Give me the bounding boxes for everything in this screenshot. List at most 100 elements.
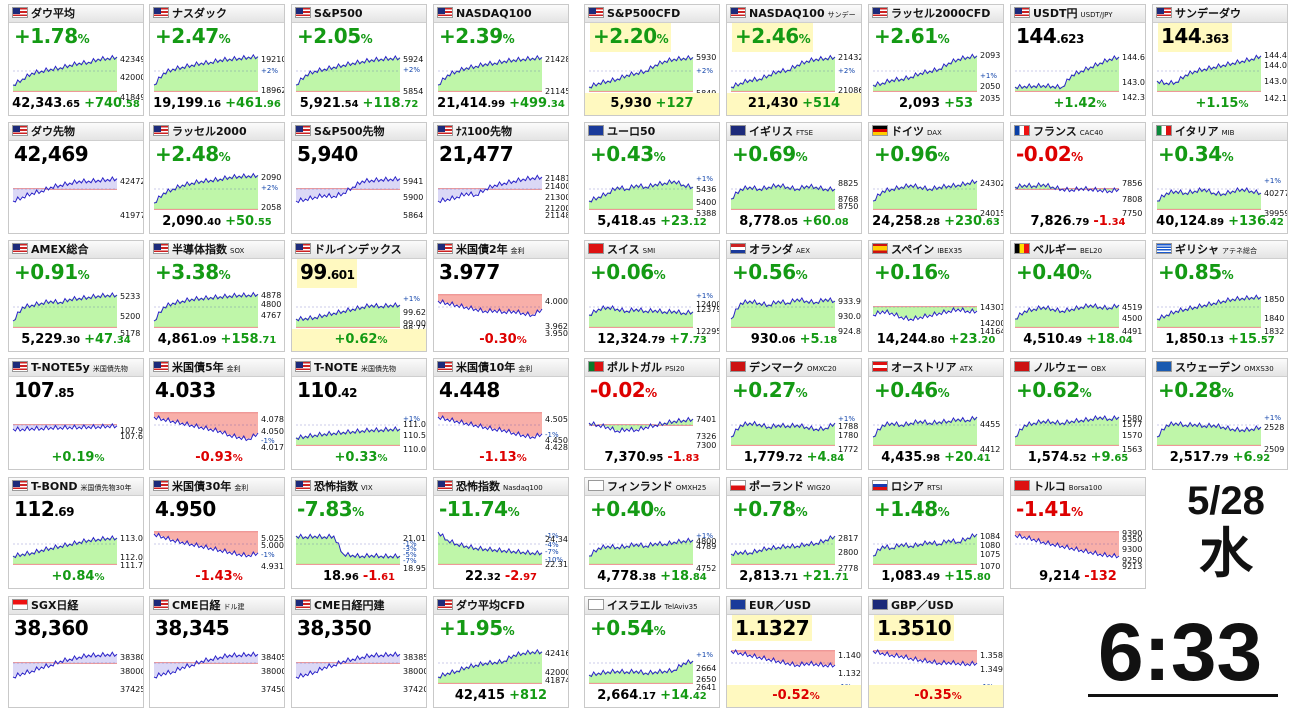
market-tile-ta35[interactable]: イスラエル TelAviv35 +1% 2664 2650 2641 +0.54% 2,664… [584, 596, 720, 708]
market-tile-ftse[interactable]: イギリス FTSE 8825 8768 8750 +0.69% 8,778.05 +60.08 [726, 122, 862, 234]
market-tile-atx[interactable]: オーストリア ATX 4455 4412 +0.46% 4,435.98 +20.41 [868, 358, 1004, 470]
market-tile-us5y[interactable]: 米国債5年 金利 4.078 4.050 -1% 4.017 4.033 -0.93% [149, 358, 285, 470]
market-tile-amex[interactable]: AMEX総合 5233 5200 5178 +0.91% 5,229.30 +47.34 [8, 240, 144, 352]
tile-header: フランス CAC40 [1011, 123, 1145, 141]
tile-footer: 9,214 -132 [1011, 566, 1145, 588]
market-tile-bel20[interactable]: ベルギー BEL20 4519 4500 4491 +0.40% 4,510.49 +18.0… [1010, 240, 1146, 352]
footer-value-decimal: .28 [922, 217, 941, 228]
market-tile-nasdaq100cfd[interactable]: NASDAQ100サンデー21432+2%2108621000+2.46%21,… [726, 4, 862, 116]
headline-main: -1.41 [1016, 497, 1072, 521]
us-flag-icon [12, 361, 28, 372]
market-tile-dow[interactable]: ダウ平均 42349 42000 41849 +1.78% 42,343.65 +740.5… [8, 4, 144, 116]
axis-tick: 7856 [1122, 179, 1143, 189]
market-tile-omxh25[interactable]: フィンランド OMXH25 +1% 4800 4789 4752 +0.40% 4,778.3… [584, 477, 720, 589]
market-tile-borsa100[interactable]: トルコ Borsa100 9390 9350 9300 9250 9213 -1.41% 9,2… [1010, 477, 1146, 589]
market-tile-vxn[interactable]: 恐怖指数 Nasdaq100 -1% 24.34 -4% -7% -10% 22.31 -11.… [433, 477, 569, 589]
market-tile-cme-nikkei-jpy[interactable]: CME日経円建 38385 38000 37420 38,350 [291, 596, 427, 708]
headline-main: +2.05 [297, 24, 361, 48]
footer-change: +20.41 [944, 450, 991, 465]
market-tile-us10y[interactable]: 米国債10年 金利 4.505 -1% 4.450 4.428 4.448 -1.13% [433, 358, 569, 470]
chart-area [873, 55, 977, 91]
eu-flag-icon [588, 125, 604, 136]
market-tile-sgx-nikkei[interactable]: SGX日経 38380 38000 37425 38,360 [8, 596, 144, 708]
axis-tick: 933.96 [838, 297, 861, 307]
footer-change-main: +20 [944, 450, 974, 465]
footer-change-decimal: .34 [1107, 217, 1126, 228]
axis-tick: 2093 [980, 51, 1001, 61]
mini-chart [12, 422, 118, 432]
headline-unit: % [645, 386, 657, 400]
mini-chart [437, 648, 543, 684]
market-tile-russell2000[interactable]: ラッセル2000 2090 +2% 2058 +2.48% 2,090.40 +50.55 [149, 122, 285, 234]
market-tile-us30y[interactable]: 米国債30年 金利 5.025 5.000 -1% 4.931 4.950 -1.43% [149, 477, 285, 589]
axis-tick: 2509 [1264, 444, 1285, 454]
axis-tick: 21145 [545, 87, 569, 97]
axis-tick: +2% [403, 65, 420, 74]
headline-unit: % [1079, 268, 1092, 282]
headline-main: 42,469 [14, 142, 89, 166]
footer-change-decimal: .73 [689, 335, 707, 346]
headline-value: 3.977 [439, 259, 500, 285]
market-tile-nasdaq[interactable]: ナスダック 19210 +2% 18962 +2.47% 19,199.16 +461.96 [149, 4, 285, 116]
headline-main: +0.43 [590, 142, 654, 166]
footer-change: +127 [656, 96, 694, 111]
tile-header: ユーロ50 [585, 123, 719, 141]
axis-tick: -1% [261, 436, 275, 445]
market-tile-dax[interactable]: ドイツ DAX 24302 24015 +0.96% 24,258.28 +230.63 [868, 122, 1004, 234]
market-tile-obx[interactable]: ノルウェー OBX 1580 1577 1570 1563 +0.62% 1,574.52 +9… [1010, 358, 1146, 470]
axis-tick: 1070 [980, 562, 1001, 572]
market-tile-cme-nikkei-usd[interactable]: CME日経 ドル建 38405 38000 37450 38,345 [149, 596, 285, 708]
market-tile-vix[interactable]: 恐怖指数 VIX 21.01 -1% -3% -5% -7% 18.95 -7.83% 18.96… [291, 477, 427, 589]
market-tile-ibex35[interactable]: スペイン IBEX35 14301 14200 14164 +0.16% 14,244.80… [868, 240, 1004, 352]
market-tile-sox[interactable]: 半導体指数 SOX 4878 4800 4767 +3.38% 4,861.09 +158.7… [149, 240, 285, 352]
chart-line [437, 174, 543, 204]
market-tile-dow-cfd[interactable]: ダウ平均CFD 42416 42000 41874 +1.95% 42,415 +812 [433, 596, 569, 708]
market-tile-aex[interactable]: オランダAEX933.96930.00924.85+0.56%930.06+5.… [726, 240, 862, 352]
market-tile-athens[interactable]: ギリシャ アテネ総合 1850 1840 1832 +0.85% 1,850.13 +15.5… [1152, 240, 1288, 352]
headline-value: +1.95% [439, 615, 515, 644]
market-tile-rtsi[interactable]: ロシア RTSI 1084 1080 1075 1070 +1.48% 1,083.49 +15… [868, 477, 1004, 589]
market-tile-sunday-dow[interactable]: サンデーダウ 144.45144.00 143.00 142.11 144.363 +1.… [1152, 4, 1288, 116]
market-tile-sp500[interactable]: S&P500 5924 +2% 5854 +2.05% 5,921.54 +118.72 [291, 4, 427, 116]
market-tile-n100-futures[interactable]: ﾅｽ100先物 21481 21400 21300 21200 21148 21,477 [433, 122, 569, 234]
market-tile-sp500-futures[interactable]: S&P500先物 5941 5900 5864 5,940 [291, 122, 427, 234]
chart-line [588, 659, 694, 678]
axis-tick: 2090 [261, 172, 282, 182]
market-tile-cac40[interactable]: フランス CAC40 7856 7808 7750 -0.02% 7,826.79 -1.34 [1010, 122, 1146, 234]
mini-chart [437, 174, 543, 204]
mini-chart [588, 416, 694, 434]
market-tile-omxc20[interactable]: デンマーク OMXC20 +1% 1788 1780 1772 +0.27% 1,779.72… [726, 358, 862, 470]
chart-area [13, 178, 117, 201]
mini-chart [872, 533, 978, 565]
market-tile-dxy[interactable]: ドルインデックス +1% 99.62999.00098.773 99.601 +0.62… [291, 240, 427, 352]
market-tile-smi[interactable]: スイス SMI +1% 12400 12379 12295 +0.06% 12,324.79 +… [584, 240, 720, 352]
us-flag-icon [730, 7, 746, 18]
footer-change-main: +21 [802, 569, 832, 584]
market-tile-euro50[interactable]: ユーロ50 +1% 5436 5400 5388 +0.43% 5,418.45 +23.12 [584, 122, 720, 234]
market-tile-wig20[interactable]: ポーランド WIG20 2817 2800 2778 +0.78% 2,813.71 +21.… [726, 477, 862, 589]
market-tile-omxs30[interactable]: スウェーデン OMXS30 +1% 2528 2509 +0.28% 2,517.79 +6.… [1152, 358, 1288, 470]
axis-tick: -4% [545, 540, 559, 549]
market-tile-dow-futures[interactable]: ダウ先物 42472 41977 42,469 [8, 122, 144, 234]
chart-area [731, 536, 835, 564]
market-tile-mib[interactable]: イタリア MIB +1% 40277 39959 +0.34% 40,124.89 +136.… [1152, 122, 1288, 234]
axis-tick: 7808 [1122, 195, 1143, 205]
market-tile-psi20[interactable]: ポルトガル PSI20 7401 7326 7300 -0.02% 7,370.95 -1.8… [584, 358, 720, 470]
footer-change: +0.62% [335, 332, 388, 347]
market-tile-nasdaq100[interactable]: NASDAQ100 21428 21145 +2.39% 21,414.99 +499.3… [433, 4, 569, 116]
axis-tick: 7750 [1122, 208, 1143, 218]
mini-chart [1014, 182, 1120, 194]
footer-change-decimal: .63 [982, 217, 1000, 228]
footer-change-main: +230 [944, 214, 983, 229]
market-tile-us2y[interactable]: 米国債2年 金利 4.000 3.962 3.950 3.977 -0.30% [433, 240, 569, 352]
axis-tick: 4752 [696, 563, 717, 573]
market-tile-russell2000cfd[interactable]: ラッセル2000CFD 2093 +1% 2050 2035 +2.61% 2,093 +53 [868, 4, 1004, 116]
tile-subname: 米国債先物30年 [80, 484, 132, 492]
